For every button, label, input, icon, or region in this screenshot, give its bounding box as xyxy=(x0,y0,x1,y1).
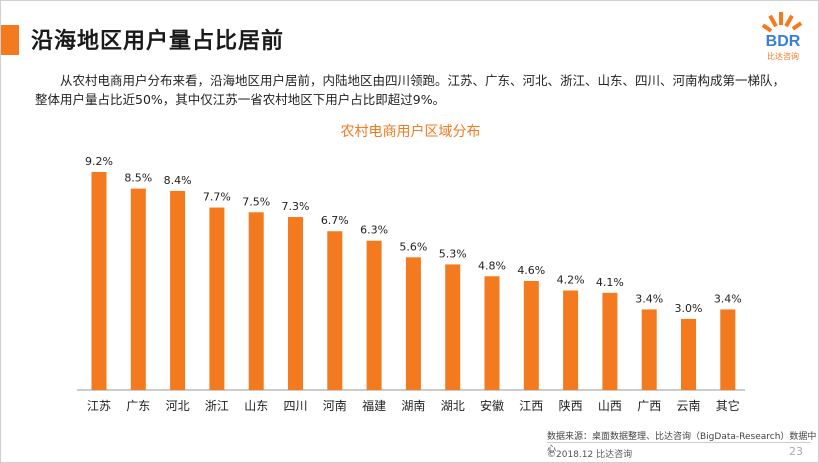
category-label-6: 河南 xyxy=(323,398,347,413)
bar-11 xyxy=(523,281,539,390)
data-label-7: 6.3% xyxy=(360,224,388,237)
bar-0 xyxy=(91,172,107,390)
data-label-3: 7.7% xyxy=(203,191,231,204)
category-label-13: 山西 xyxy=(598,399,622,413)
category-label-2: 河北 xyxy=(166,399,190,413)
data-label-5: 7.3% xyxy=(282,200,310,213)
data-label-1: 8.5% xyxy=(124,172,152,185)
category-label-3: 浙江 xyxy=(205,399,229,413)
category-label-11: 江西 xyxy=(519,399,543,413)
title-accent-bar xyxy=(1,25,19,55)
bar-14 xyxy=(641,309,657,390)
bar-15 xyxy=(681,318,696,390)
category-label-7: 福建 xyxy=(362,398,386,413)
category-label-5: 四川 xyxy=(283,399,307,413)
bdr-logo: BDR 比达咨询 xyxy=(757,11,809,67)
data-label-8: 5.6% xyxy=(399,240,427,253)
category-label-14: 广西 xyxy=(637,399,661,413)
bar-2 xyxy=(170,190,186,390)
category-label-0: 江苏 xyxy=(87,399,111,413)
category-label-9: 湖北 xyxy=(441,398,465,413)
copyright: ©2018.12 比达咨询 xyxy=(547,450,633,460)
chart-title: 农村电商用户区域分布 xyxy=(340,124,481,140)
category-label-4: 山东 xyxy=(244,399,268,413)
bar-13 xyxy=(602,292,618,390)
data-label-15: 3.0% xyxy=(675,302,703,315)
category-label-8: 湖南 xyxy=(401,398,425,413)
bar-10 xyxy=(484,276,500,390)
data-label-4: 7.5% xyxy=(242,195,270,208)
logo-text: BDR xyxy=(765,33,801,50)
footer-divider xyxy=(547,442,811,443)
data-label-11: 4.6% xyxy=(517,264,545,277)
intro-paragraph: 从农村电商用户分布来看，沿海地区用户居前，内陆地区由四川领跑。江苏、广东、河北、… xyxy=(35,73,786,107)
bar-12 xyxy=(563,290,579,390)
bar-1 xyxy=(130,188,146,390)
page-title: 沿海地区用户量占比居前 xyxy=(31,29,285,54)
logo-subtext: 比达咨询 xyxy=(767,52,799,61)
data-label-0: 9.2% xyxy=(85,155,113,168)
data-label-14: 3.4% xyxy=(635,292,663,305)
data-source: 数据来源：桌面数据整理、比达咨询（BigData-Research）数据中心 xyxy=(547,432,817,455)
bar-5 xyxy=(288,217,303,390)
data-label-16: 3.4% xyxy=(714,292,742,305)
bar-6 xyxy=(327,231,343,390)
data-label-13: 4.1% xyxy=(596,276,624,289)
category-label-1: 广东 xyxy=(126,399,150,413)
bar-16 xyxy=(720,309,736,390)
page-number: 23 xyxy=(789,445,803,458)
category-label-10: 安徽 xyxy=(480,398,504,413)
category-label-15: 云南 xyxy=(676,398,700,413)
bar-7 xyxy=(366,240,382,390)
category-label-16: 其它 xyxy=(716,398,740,413)
data-label-12: 4.2% xyxy=(557,273,585,286)
category-label-12: 陕西 xyxy=(559,398,583,413)
data-label-2: 8.4% xyxy=(164,174,192,187)
bar-9 xyxy=(445,264,461,390)
data-label-6: 6.7% xyxy=(321,214,349,227)
bar-3 xyxy=(209,207,225,390)
logo-sunburst-icon xyxy=(761,12,803,33)
bar-8 xyxy=(405,257,421,390)
bar-4 xyxy=(248,212,264,390)
data-label-10: 4.8% xyxy=(478,259,506,272)
data-label-9: 5.3% xyxy=(439,247,467,260)
